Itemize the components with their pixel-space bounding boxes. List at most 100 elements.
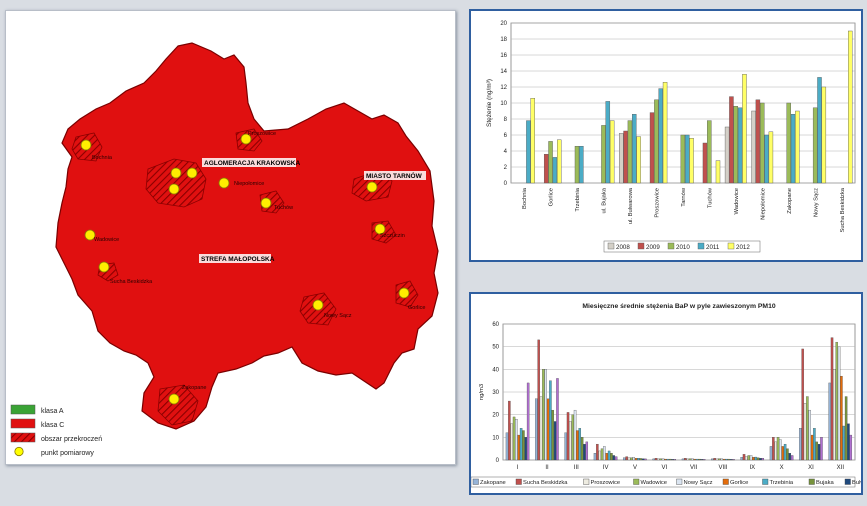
bar [786,102,791,184]
legend-swatch [607,242,615,250]
measurement-point [186,167,198,179]
y-tick-label: 50 [492,345,499,351]
bar [535,398,538,461]
legend-swatch [515,478,522,485]
zone-label-strefa: STREFA MAŁOPOLSKA [201,256,275,263]
bar [837,346,841,461]
y-tick-label: 30 [492,390,499,396]
x-tick-label: VI [661,465,667,471]
bar [681,458,685,461]
x-tick-label: III [574,465,579,471]
bar [790,455,794,461]
bar [801,348,804,461]
x-tick-label: X [780,465,784,471]
bar [815,441,818,461]
x-tick-label: Nowy Sącz [813,188,819,217]
bar [724,126,730,184]
bar [601,125,606,184]
bar [810,434,814,461]
measurement-point [170,167,182,179]
bar [779,439,782,461]
x-tick-label: Wadowice [734,188,740,215]
bar [596,443,599,461]
bar [569,421,572,461]
x-tick-label: Trzebinia [575,187,581,211]
x-tick-label: Gorlice [549,188,555,206]
bar [698,458,701,461]
legend-label: Gorlice [730,480,748,486]
bar [684,134,690,184]
annual-bap-chart-panel: 0 2 4 6 8 10 12 14 16 18 20 Stężenie (ng/m³) Bochnia… [469,9,863,262]
x-tick-label: IX [749,465,755,471]
bar [673,459,677,461]
bar [684,458,687,461]
legend-item: klasa C [10,418,64,429]
monthly-bap-chart: Miesięczne średnie stężenia BaP w pyle z… [470,303,867,488]
bar [578,428,581,461]
bar [747,455,750,461]
bar [835,341,838,461]
bar [668,458,672,461]
x-tick-label: Zakopane [787,188,793,214]
legend-swatch [583,478,590,485]
bar [544,369,547,461]
bar [806,396,809,461]
bar [641,458,645,461]
bar [543,153,549,184]
bar [519,428,523,461]
legend-label: klasa C [41,422,64,429]
bar [803,403,807,461]
exceedance-krakow [145,158,207,208]
legend-box [470,476,856,488]
y-tick-label: 0 [504,181,508,187]
y-tick-label: 6 [504,133,508,139]
bar [632,113,637,184]
bar [639,458,642,461]
x-tick-label: VIII [718,465,727,471]
bar [623,457,626,461]
bar [729,96,734,184]
x-tick-label: V [633,465,637,471]
bar [614,456,618,461]
legend-swatch [10,404,36,415]
bar [689,137,694,184]
bar [760,102,765,184]
bar [756,457,760,461]
bar [553,421,557,461]
bar [505,432,509,461]
x-tick-label: XI [808,465,814,471]
bar [828,382,831,461]
bar [609,120,615,184]
bar [524,437,528,461]
bar [537,339,540,461]
bar [517,434,520,461]
bar [564,432,567,461]
y-axis-label: ng/m3 [479,384,485,400]
bar [718,458,721,461]
bar [812,107,818,184]
bar [715,160,721,184]
y-tick-label: 20 [492,413,499,419]
bar [702,142,708,184]
region-outline [55,42,439,430]
station-label: Wadowice [94,237,119,243]
station-label: Zakopane [182,385,206,391]
annual-bap-chart: 0 2 4 6 8 10 12 14 16 18 20 Stężenie (ng/m³) Bochnia… [486,21,856,253]
bar [788,453,792,461]
bar [764,134,769,184]
bar [557,139,562,184]
x-tick-label: II [545,465,549,471]
bar [510,423,513,461]
bar [612,455,616,461]
bar [636,136,641,184]
bar [512,416,516,461]
legend-swatch [808,478,815,485]
bar [580,437,584,461]
bar [740,457,743,461]
bar [549,380,552,461]
station-label: Gorlice [408,305,425,311]
bar [729,459,733,461]
y-tick-label: 14 [500,69,507,75]
legend-label: Bulwarowa [852,480,861,486]
bar [849,434,853,461]
